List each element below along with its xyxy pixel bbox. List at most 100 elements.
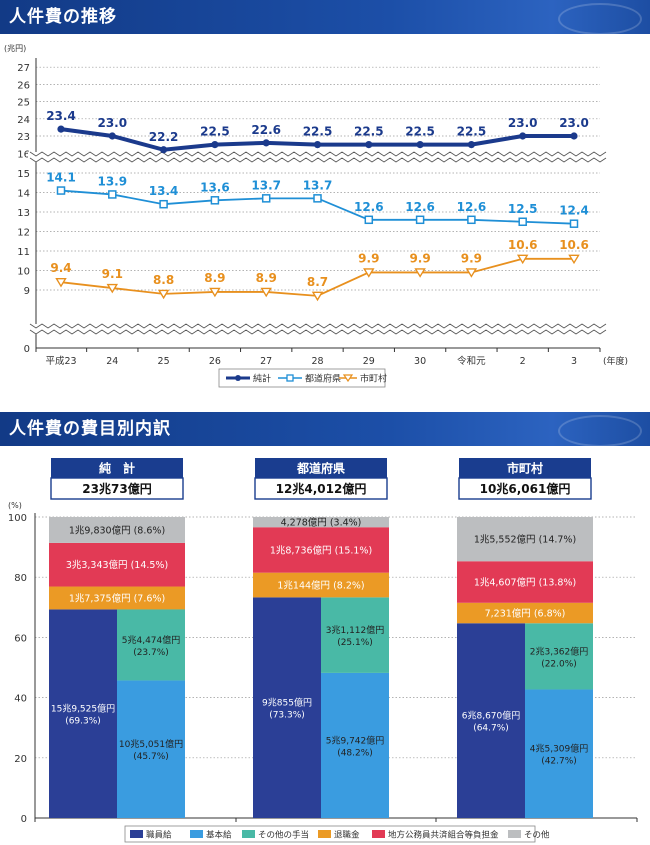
data-point [313,194,322,203]
x-tick-label: 24 [106,356,118,367]
y-tick-label: 25 [17,98,30,109]
legend-marker [235,375,241,381]
y-tick-label: 11 [17,247,30,258]
data-label: 23.4 [46,109,76,123]
group-header-box [255,458,387,478]
y-tick-label: 13 [17,208,30,219]
group-header-name: 都道府県 [296,461,345,476]
data-label: 12.4 [559,204,589,218]
data-point [55,278,67,288]
data-label: 10.6 [559,238,589,252]
bar-segment-その他 [457,517,593,562]
data-label: 3兆1,112億円 [326,624,385,636]
group-header-name: 市町村 [507,461,543,476]
data-label: 13.9 [97,174,127,188]
data-label: 23.0 [508,116,538,130]
bar-group: 市町村 10兆6,061億円 6兆8,670億円 (64.7%) 4兆5,309億円 (4… [457,458,593,818]
data-point [311,291,324,302]
axis-break-line [29,329,607,335]
data-label: 7,231億円 (6.8%) [485,608,566,620]
bar-segment-退職金 [49,586,185,610]
data-label: 12.6 [405,200,435,214]
x-tick-label: 平成23 [45,355,76,367]
data-label: 22.6 [251,123,281,137]
bar-segment-職員給 [457,623,525,818]
data-label: 9.1 [102,267,123,281]
y-tick-label: 60 [14,633,27,644]
line-chart-legend: 純計 都道府県 市町村 [218,368,387,388]
data-label: 12.5 [508,202,538,216]
data-label: 4兆5,309億円 [530,743,589,755]
bar-segment-その他 [253,517,389,528]
data-label: (45.7%) [133,752,169,762]
data-label: 22.5 [200,125,230,139]
data-label: 10.6 [508,238,538,252]
y-axis-unit: (兆円) [4,43,26,53]
data-point [262,139,270,147]
banner-decoration [558,3,642,35]
data-point [313,141,322,149]
banner-decoration [558,415,642,447]
group-total-value: 10兆6,061億円 [480,481,571,496]
data-label: 13.7 [303,178,333,192]
data-point [415,215,425,225]
section2-title: 人件費の費目別内訳 [9,419,171,439]
y-tick-label: 27 [17,63,30,74]
data-label: 15兆9,525億円 [51,703,115,715]
axis-break-line [29,323,607,329]
data-label: 12.6 [354,200,384,214]
data-point [416,141,424,149]
bar-segment-職員給 [253,597,321,818]
data-point [209,287,221,298]
legend-label: 職員給 [146,830,172,841]
bar-segment-その他の手当 [117,609,185,681]
legend-marker [342,374,354,383]
x-axis-unit: (年度) [603,355,628,367]
data-point [157,289,170,300]
y-tick-label: 24 [17,115,30,126]
data-label: 12.6 [457,200,487,214]
group-total-value: 23兆73億円 [82,481,151,496]
group-header-box [51,458,183,478]
data-point [570,132,578,140]
data-label: 8.7 [307,275,328,289]
group-header-name: 純 計 [99,461,135,476]
x-tick-label: 3 [571,356,577,367]
data-point [364,215,374,225]
bar-segment-地方公務員共済組合等負担金 [49,542,185,587]
data-label: 8.9 [256,271,277,285]
data-label: 23.0 [97,116,127,130]
x-tick-label: 2 [520,356,526,367]
data-label: (42.7%) [541,757,577,767]
data-point [56,186,66,195]
data-label: 5兆9,742億円 [326,734,385,746]
data-label: 1兆4,607億円 (13.8%) [474,577,576,589]
data-point [467,141,475,149]
data-label: 4,278億円 (3.4%) [281,517,362,529]
legend-swatch [130,830,143,838]
data-label: 9.4 [50,261,71,275]
x-tick-label: 令和元 [457,355,486,367]
x-tick-label: 27 [260,356,272,367]
legend-label: その他の手当 [258,830,309,841]
data-label: (73.3%) [269,711,305,721]
legend-swatch [508,830,521,838]
data-label: (48.2%) [337,748,373,758]
bar-group: 純 計 23兆73億円 15兆9,525億円 (69.3%) 10兆5,051億円 (45… [49,458,185,818]
section1-title: 人件費の推移 [9,7,117,27]
data-label: 8.9 [204,271,225,285]
legend-label: 基本給 [206,830,232,841]
y-tick-label: 12 [17,228,30,239]
data-point [108,190,117,199]
data-point [106,283,119,294]
data-label: 2兆3,362億円 [530,645,589,657]
data-label: 3兆3,343億円 (14.5%) [66,559,168,571]
data-point [414,268,426,278]
legend-swatch [190,830,203,838]
data-label: 9.9 [409,251,430,265]
data-point [519,132,527,140]
axis-break-line [29,157,607,163]
bar-segment-退職金 [457,602,593,624]
data-point [518,217,527,226]
